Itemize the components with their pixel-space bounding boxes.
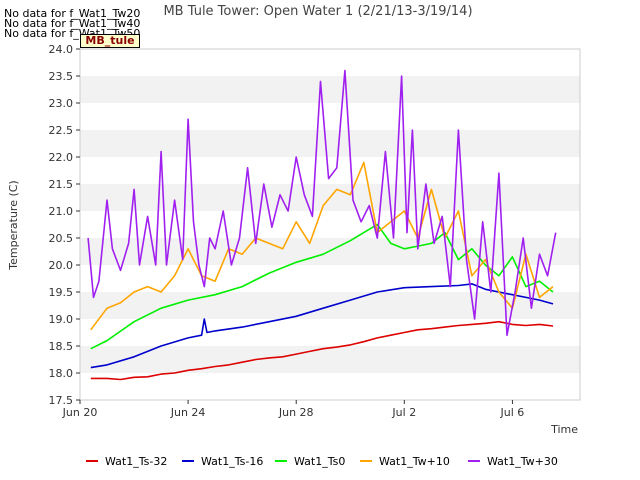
y-tick-label: 21.5: [49, 178, 74, 191]
grid-band: [80, 211, 580, 238]
y-axis: 17.5 18.0 18.5 19.0 19.5 20.0 20.5 21.0 21.5 22.0…: [49, 43, 80, 407]
y-tick-label: 20.5: [49, 232, 74, 245]
x-axis-label: Time: [550, 423, 578, 436]
no-data-note-1: No data for f_Wat1_Tw20: [4, 7, 141, 20]
y-tick-label: 24.0: [49, 43, 74, 56]
y-tick-label: 22.0: [49, 151, 74, 164]
x-tick-label: Jul 2: [391, 406, 416, 419]
y-tick-label: 17.5: [49, 394, 74, 407]
grid-bands: [80, 49, 580, 400]
y-tick-label: 23.5: [49, 70, 74, 83]
chart-title: MB Tule Tower: Open Water 1 (2/21/13-3/1…: [163, 4, 472, 19]
no-data-note-2: No data for f_Wat1_Tw40: [4, 17, 141, 30]
legend-label: Wat1_Ts-16: [201, 455, 263, 468]
x-tick-label: Jun 24: [170, 406, 206, 419]
y-axis-label: Temperature (C): [7, 180, 20, 270]
y-tick-label: 22.5: [49, 124, 74, 137]
y-tick-label: 21.0: [49, 205, 74, 218]
y-tick-label: 20.0: [49, 259, 74, 272]
y-tick-label: 23.0: [49, 97, 74, 110]
x-tick-label: Jul 6: [500, 406, 525, 419]
grid-band: [80, 373, 580, 400]
x-tick-label: Jun 20: [62, 406, 98, 419]
series-line-wat1-ts0: [90, 223, 554, 350]
x-tick-label: Jun 28: [278, 406, 314, 419]
y-tick-label: 18.0: [49, 367, 74, 380]
legend-label: Wat1_Tw+10: [379, 455, 450, 468]
series-layer: [87, 69, 557, 381]
no-data-note-3: No data for f_Wat1_Tw50: [4, 27, 141, 40]
grid-band: [80, 76, 580, 103]
grid-band: [80, 157, 580, 184]
series-line-wat1-ts-32: [90, 320, 554, 381]
legend-label: Wat1_Tw+30: [487, 455, 558, 468]
y-tick-label: 19.0: [49, 313, 74, 326]
y-tick-label: 19.5: [49, 286, 74, 299]
grid-band: [80, 130, 580, 157]
x-axis: Jun 20 Jun 24 Jun 28 Jul 2 Jul 6: [62, 400, 525, 419]
series-line-wat1-tw-30: [87, 69, 557, 337]
legend-label: Wat1_Ts-32: [105, 455, 167, 468]
series-line-wat1-tw-10: [90, 161, 554, 331]
legend-label: Wat1_Ts0: [294, 455, 345, 468]
y-tick-label: 18.5: [49, 340, 74, 353]
grid-band: [80, 103, 580, 130]
grid-band: [80, 319, 580, 346]
legend: Wat1_Ts-32 Wat1_Ts-16 Wat1_Ts0 Wat1_Tw+10 Wa…: [86, 455, 558, 468]
site-badge: MB_tule: [80, 34, 140, 48]
plot-area: [79, 48, 581, 401]
grid-band: [80, 346, 580, 373]
grid-band: [80, 49, 580, 76]
